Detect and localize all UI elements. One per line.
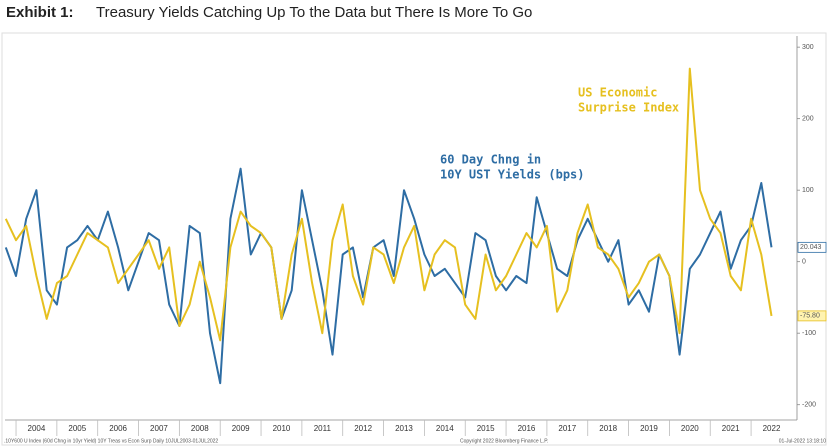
annotation: Surprise Index [578,101,679,115]
end-value-label: 20.043 [800,244,822,251]
y-tick-label: -100 [802,330,816,337]
title-prefix: Exhibit 1: [6,4,74,21]
x-tick-label: 2005 [68,424,86,433]
x-tick-label: 2006 [109,424,127,433]
x-tick-label: 2009 [232,424,250,433]
x-tick-label: 2007 [150,424,168,433]
x-tick-label: 2013 [395,424,413,433]
annotation: 10Y UST Yields (bps) [440,168,585,182]
x-tick-label: 2004 [28,424,46,433]
series-line [4,67,773,342]
annotation: US Economic [578,86,657,100]
chart-title: Treasury Yields Catching Up To the Data … [96,4,532,21]
x-tick-label: 2008 [191,424,209,433]
x-tick-label: 2017 [558,424,576,433]
x-tick-label: 2020 [681,424,699,433]
x-tick-label: 2016 [518,424,536,433]
footer-text: .10Y600 U Index (60d Chng in 10yr Yield)… [4,438,218,444]
annotation: 60 Day Chng in [440,153,541,167]
x-tick-label: 2021 [722,424,740,433]
y-tick-label: 200 [802,116,814,123]
x-tick-label: 2022 [763,424,781,433]
x-tick-label: 2011 [314,424,332,433]
series-line [4,167,773,385]
footer-text: 01-Jul-2022 13:18:10 [779,438,826,444]
end-tag [797,310,827,322]
x-tick-label: 2015 [477,424,495,433]
x-tick-label: 2012 [354,424,372,433]
x-tick-label: 2018 [599,424,617,433]
x-tick-label: 2010 [273,424,291,433]
x-tick-label: 2019 [640,424,658,433]
y-tick-label: 0 [802,259,806,266]
end-tag [797,241,827,253]
footer-text: Copyright 2022 Bloomberg Finance L.P. [460,438,548,444]
y-tick-label: -200 [802,402,816,409]
frame [1,32,827,446]
y-tick-label: 100 [802,187,814,194]
y-tick-label: 300 [802,44,814,51]
x-tick-label: 2014 [436,424,454,433]
end-value-label: -75.80 [800,313,820,320]
